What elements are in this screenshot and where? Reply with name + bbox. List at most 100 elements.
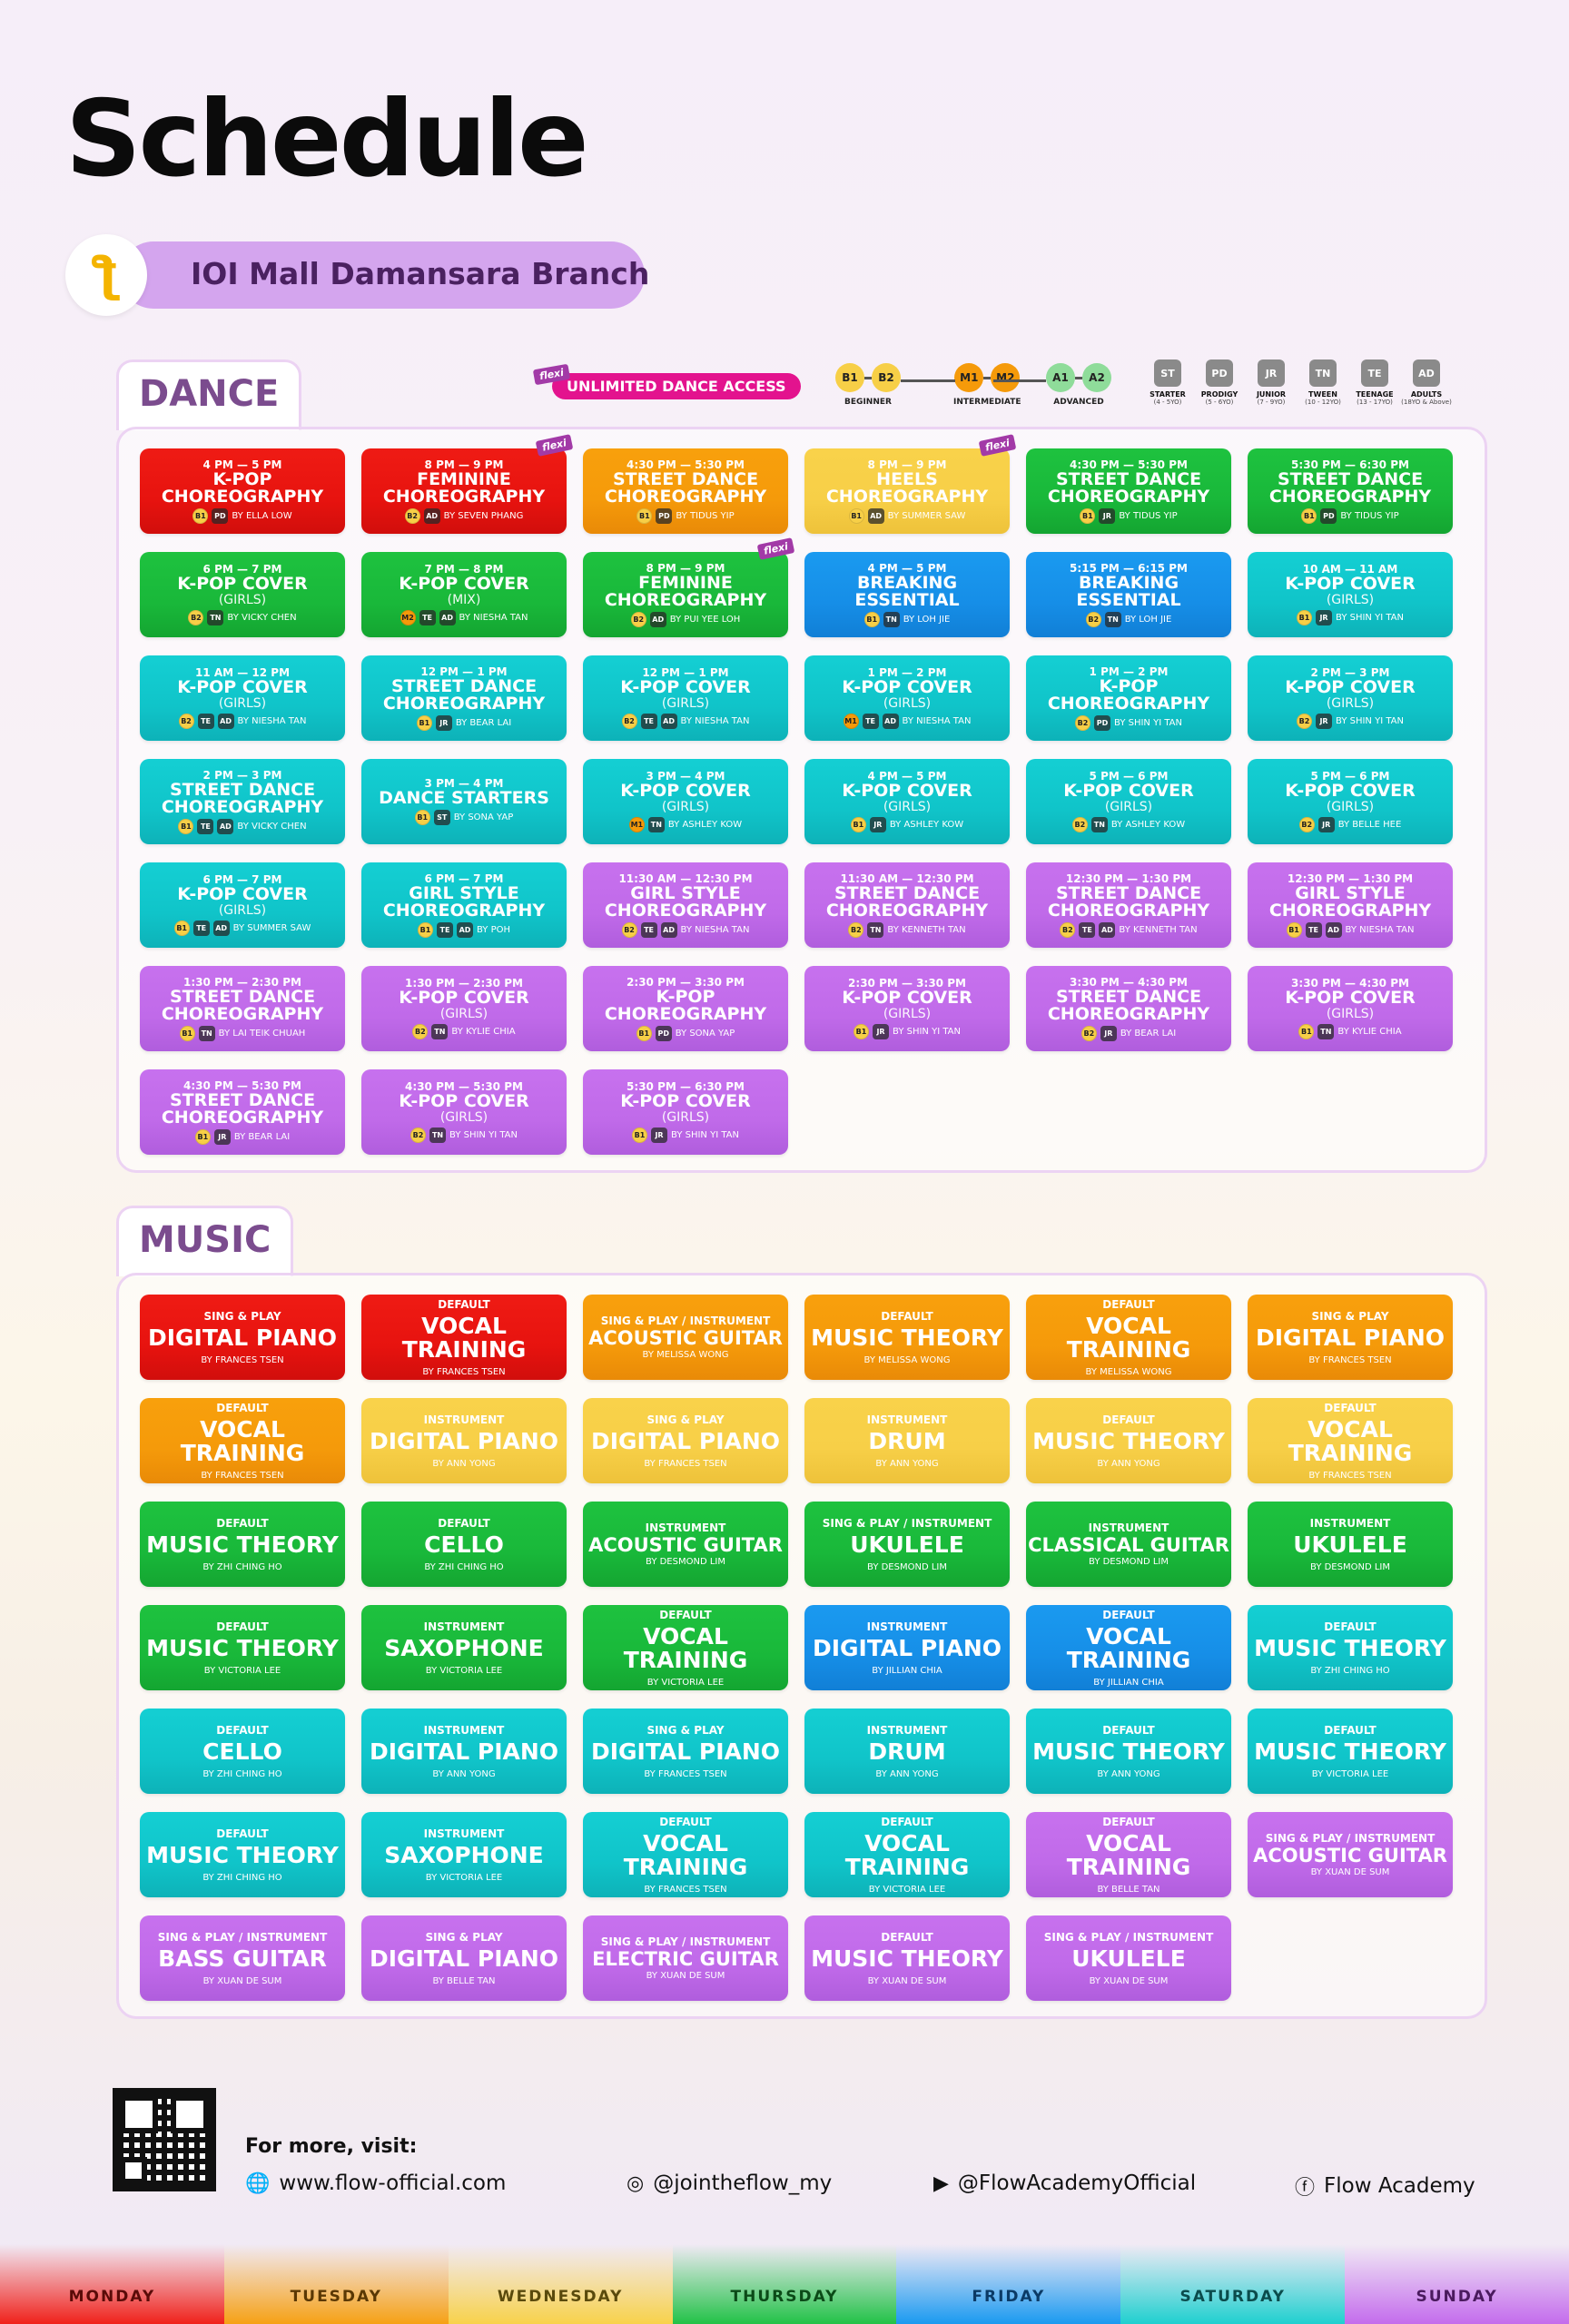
music-class-card[interactable]: DEFAULT MUSIC THEORY BY MELISSA WONG — [804, 1295, 1010, 1380]
music-class-card[interactable]: SING & PLAY DIGITAL PIANO BY BELLE TAN — [361, 1915, 567, 2001]
class-name: DRUM — [868, 1427, 946, 1454]
music-class-card[interactable]: DEFAULT MUSIC THEORY BY ZHI CHING HO — [140, 1502, 345, 1587]
dance-class-card[interactable]: 10 AM — 11 AM K-POP COVER (GIRLS) B1 JR BY SH… — [1248, 552, 1453, 637]
class-category: DEFAULT — [1102, 1723, 1155, 1737]
dance-class-card[interactable]: 8 PM — 9 PM HEELS CHOREOGRAPHY B1 AD BY SUMME… — [804, 434, 1017, 534]
branch-selector[interactable]: ƪ IOI Mall Damansara Branch — [65, 234, 649, 316]
instructor-name: BY FRANCES TSEN — [644, 1884, 727, 1895]
music-class-card[interactable]: DEFAULT VOCAL TRAINING BY JILLIAN CHIA — [1026, 1605, 1231, 1690]
music-class-card[interactable]: INSTRUMENT SAXOPHONE BY VICTORIA LEE — [361, 1605, 567, 1690]
music-class-card[interactable]: DEFAULT CELLO BY ZHI CHING HO — [361, 1502, 567, 1587]
dance-class-card[interactable]: 6 PM — 7 PM GIRL STYLE CHOREOGRAPHY B1 TE AD B… — [361, 862, 567, 948]
music-class-card[interactable]: DEFAULT VOCAL TRAINING BY FRANCES TSEN — [361, 1295, 567, 1380]
dance-class-card[interactable]: 3:30 PM — 4:30 PM K-POP COVER (GIRLS) B1 TN B… — [1248, 966, 1453, 1051]
music-class-card[interactable]: DEFAULT MUSIC THEORY BY ANN YONG — [1026, 1709, 1231, 1794]
dance-class-card[interactable]: 5 PM — 6 PM K-POP COVER (GIRLS) B2 JR BY BELL… — [1248, 759, 1453, 844]
music-class-card[interactable]: DEFAULT MUSIC THEORY BY ZHI CHING HO — [140, 1812, 345, 1897]
dance-class-card[interactable]: 5:15 PM — 6:15 PM BREAKING ESSENTIAL B2 TN BY… — [1026, 552, 1231, 637]
music-class-card[interactable]: DEFAULT VOCAL TRAINING BY FRANCES TSEN — [140, 1398, 345, 1483]
music-class-card[interactable]: INSTRUMENT DRUM BY ANN YONG — [804, 1709, 1010, 1794]
music-class-card[interactable]: SING & PLAY DIGITAL PIANO BY FRANCES TSEN — [1248, 1295, 1453, 1380]
dance-class-card[interactable]: 2:30 PM — 3:30 PM K-POP COVER (GIRLS) B1 JR B… — [804, 966, 1010, 1051]
music-class-card[interactable]: DEFAULT MUSIC THEORY BY XUAN DE SUM — [804, 1915, 1010, 2001]
dance-class-card[interactable]: 12:30 PM — 1:30 PM GIRL STYLE CHOREOGRAPHY… — [1248, 862, 1453, 948]
dance-class-card[interactable]: 11:30 AM — 12:30 PM STREET DANCE CHOREOGRA… — [804, 862, 1010, 948]
dance-class-card[interactable]: 8 PM — 9 PM FEMININE CHOREOGRAPHY B2 AD BY SE… — [361, 434, 574, 534]
dance-class-card[interactable]: 4:30 PM — 5:30 PM STREET DANCE CHOREOGRAPH… — [140, 1069, 345, 1155]
class-subtitle: (GIRLS) — [1326, 593, 1375, 607]
dance-class-card[interactable]: 1 PM — 2 PM K-POP CHOREOGRAPHY B2 PD BY SHIN … — [1026, 655, 1231, 741]
dance-class-card[interactable]: 6 PM — 7 PM K-POP COVER (GIRLS) B1 TE AD BY SU… — [140, 862, 345, 948]
music-class-card[interactable]: SING & PLAY / INSTRUMENT UKULELE BY DESMON… — [804, 1502, 1010, 1587]
music-class-card[interactable]: DEFAULT MUSIC THEORY BY VICTORIA LEE — [1248, 1709, 1453, 1794]
class-name: UKULELE — [850, 1531, 964, 1558]
qr-code-icon[interactable] — [113, 2088, 216, 2191]
dance-class-card[interactable]: 4:30 PM — 5:30 PM STREET DANCE CHOREOGRAPH… — [583, 448, 788, 534]
music-class-card[interactable]: DEFAULT MUSIC THEORY BY VICTORIA LEE — [140, 1605, 345, 1690]
dance-class-card[interactable]: 5 PM — 6 PM K-POP COVER (GIRLS) B2 TN BY ASHL… — [1026, 759, 1231, 844]
dance-class-card[interactable]: 1:30 PM — 2:30 PM STREET DANCE CHOREOGRAPH… — [140, 966, 345, 1051]
music-class-card[interactable]: DEFAULT MUSIC THEORY BY ZHI CHING HO — [1248, 1605, 1453, 1690]
dance-class-card[interactable]: 11 AM — 12 PM K-POP COVER (GIRLS) B2 TE AD BY … — [140, 655, 345, 741]
dance-class-card[interactable]: 3:30 PM — 4:30 PM STREET DANCE CHOREOGRAPH… — [1026, 966, 1231, 1051]
music-class-card[interactable]: INSTRUMENT DRUM BY ANN YONG — [804, 1398, 1010, 1483]
music-class-card[interactable]: DEFAULT VOCAL TRAINING BY FRANCES TSEN — [1248, 1398, 1453, 1483]
level-badge: B2 — [872, 363, 901, 392]
music-class-card[interactable]: DEFAULT CELLO BY ZHI CHING HO — [140, 1709, 345, 1794]
dance-class-card[interactable]: 6 PM — 7 PM K-POP COVER (GIRLS) B2 TN BY VICK… — [140, 552, 345, 637]
music-class-card[interactable]: DEFAULT VOCAL TRAINING BY VICTORIA LEE — [804, 1812, 1010, 1897]
music-class-card[interactable]: SING & PLAY DIGITAL PIANO BY FRANCES TSEN — [583, 1398, 788, 1483]
music-class-card[interactable]: DEFAULT VOCAL TRAINING BY MELISSA WONG — [1026, 1295, 1231, 1380]
music-class-card[interactable]: SING & PLAY DIGITAL PIANO BY FRANCES TSEN — [583, 1709, 788, 1794]
age-badge: JR — [1258, 359, 1285, 387]
class-subtitle: (GIRLS) — [883, 1007, 932, 1021]
dance-class-card[interactable]: 1:30 PM — 2:30 PM K-POP COVER (GIRLS) B2 TN B… — [361, 966, 567, 1051]
music-class-card[interactable]: DEFAULT VOCAL TRAINING BY BELLE TAN — [1026, 1812, 1231, 1897]
music-class-card[interactable]: SING & PLAY / INSTRUMENT BASS GUITAR BY XU… — [140, 1915, 345, 2001]
dance-class-card[interactable]: 12 PM — 1 PM STREET DANCE CHOREOGRAPHY B1 JR… — [361, 655, 567, 741]
dance-class-card[interactable]: 2 PM — 3 PM STREET DANCE CHOREOGRAPHY B1 TE A… — [140, 759, 345, 844]
dance-class-card[interactable]: 5:30 PM — 6:30 PM STREET DANCE CHOREOGRAPH… — [1248, 448, 1453, 534]
music-class-card[interactable]: INSTRUMENT DIGITAL PIANO BY JILLIAN CHIA — [804, 1605, 1010, 1690]
age-badge: ST — [433, 810, 450, 825]
music-class-card[interactable]: SING & PLAY / INSTRUMENT ACOUSTIC GUITAR B… — [583, 1295, 788, 1380]
class-name-line2: CHOREOGRAPHY — [825, 900, 989, 921]
music-class-card[interactable]: INSTRUMENT ACOUSTIC GUITAR BY DESMOND LIM — [583, 1502, 788, 1587]
class-name: VOCAL TRAINING — [1066, 1829, 1191, 1880]
music-class-card[interactable]: SING & PLAY / INSTRUMENT ACOUSTIC GUITAR B… — [1248, 1812, 1453, 1897]
music-class-card[interactable]: DEFAULT VOCAL TRAINING BY VICTORIA LEE — [583, 1605, 788, 1690]
dance-class-card[interactable]: 4:30 PM — 5:30 PM STREET DANCE CHOREOGRAPH… — [1026, 448, 1231, 534]
music-class-card[interactable]: INSTRUMENT DIGITAL PIANO BY ANN YONG — [361, 1398, 567, 1483]
dance-class-card[interactable]: 7 PM — 8 PM K-POP COVER (MIX) M2 TE AD BY NIES… — [361, 552, 567, 637]
music-class-card[interactable]: INSTRUMENT CLASSICAL GUITAR BY DESMOND LIM — [1026, 1502, 1231, 1587]
dance-class-card[interactable]: 1 PM — 2 PM K-POP COVER (GIRLS) M1 TE AD BY NI… — [804, 655, 1010, 741]
dance-class-card[interactable]: 4 PM — 5 PM BREAKING ESSENTIAL B1 TN BY LOH J… — [804, 552, 1010, 637]
music-class-card[interactable]: INSTRUMENT SAXOPHONE BY VICTORIA LEE — [361, 1812, 567, 1897]
music-class-card[interactable]: INSTRUMENT UKULELE BY DESMOND LIM — [1248, 1502, 1453, 1587]
music-class-card[interactable]: DEFAULT VOCAL TRAINING BY FRANCES TSEN — [583, 1812, 788, 1897]
class-category: SING & PLAY — [203, 1309, 281, 1323]
dance-class-card[interactable]: 11:30 AM — 12:30 PM GIRL STYLE CHOREOGRAPH… — [583, 862, 788, 948]
dance-class-card[interactable]: 4 PM — 5 PM K-POP COVER (GIRLS) B1 JR BY ASHL… — [804, 759, 1010, 844]
dance-class-card[interactable]: 12:30 PM — 1:30 PM STREET DANCE CHOREOGRAP… — [1026, 862, 1231, 948]
music-class-card[interactable]: SING & PLAY / INSTRUMENT ELECTRIC GUITAR B… — [583, 1915, 788, 2001]
dance-class-card[interactable]: 8 PM — 9 PM FEMININE CHOREOGRAPHY B2 AD BY PU… — [583, 537, 795, 637]
class-time: 2:30 PM — 3:30 PM — [627, 975, 745, 989]
youtube-link[interactable]: ▶ @FlowAcademyOfficial — [933, 2171, 1196, 2195]
age-badge: AD — [1325, 921, 1342, 938]
dance-class-card[interactable]: 12 PM — 1 PM K-POP COVER (GIRLS) B2 TE AD BY N… — [583, 655, 788, 741]
dance-class-card[interactable]: 4:30 PM — 5:30 PM K-POP COVER (GIRLS) B2 TN B… — [361, 1069, 567, 1155]
website-link[interactable]: 🌐 www.flow-official.com — [245, 2171, 506, 2195]
dance-class-card[interactable]: 3 PM — 4 PM DANCE STARTERS B1 ST BY SONA YAP — [361, 759, 567, 844]
dance-class-card[interactable]: 2:30 PM — 3:30 PM K-POP CHOREOGRAPHY B1 PD BY… — [583, 966, 788, 1051]
instagram-link[interactable]: ◎ @jointheflow_my — [627, 2171, 832, 2195]
music-class-card[interactable]: INSTRUMENT DIGITAL PIANO BY ANN YONG — [361, 1709, 567, 1794]
dance-class-card[interactable]: 5:30 PM — 6:30 PM K-POP COVER (GIRLS) B1 JR B… — [583, 1069, 788, 1155]
music-class-card[interactable]: SING & PLAY / INSTRUMENT UKULELE BY XUAN D… — [1026, 1915, 1231, 2001]
dance-class-card[interactable]: 2 PM — 3 PM K-POP COVER (GIRLS) B2 JR BY SHIN… — [1248, 655, 1453, 741]
facebook-link[interactable]: ⓕ Flow Academy — [1295, 2171, 1475, 2201]
dance-class-card[interactable]: 4 PM — 5 PM K-POP CHOREOGRAPHY B1 PD BY ELLA … — [140, 448, 345, 534]
music-class-card[interactable]: DEFAULT MUSIC THEORY BY ANN YONG — [1026, 1398, 1231, 1483]
music-class-card[interactable]: SING & PLAY DIGITAL PIANO BY FRANCES TSEN — [140, 1295, 345, 1380]
dance-class-card[interactable]: 3 PM — 4 PM K-POP COVER (GIRLS) M1 TN BY ASHL… — [583, 759, 788, 844]
